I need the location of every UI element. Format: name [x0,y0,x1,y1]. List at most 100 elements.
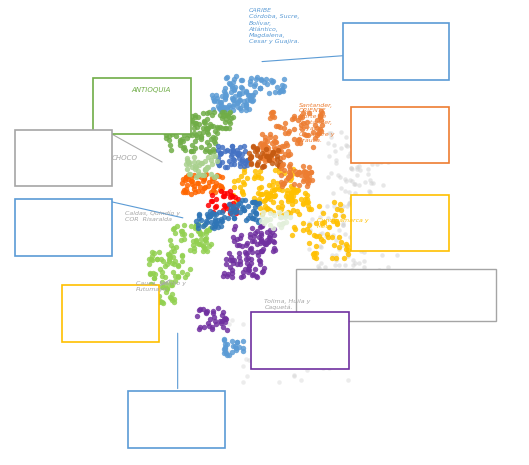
Point [275,185,284,192]
Point [217,217,225,224]
Point [270,226,279,233]
Point [314,130,322,137]
Point [195,231,204,238]
Point [366,176,374,184]
Point [356,167,364,174]
Point [220,345,228,352]
Point [286,171,294,178]
Point [203,307,212,315]
Point [190,224,199,232]
Point [168,281,176,289]
Point [368,160,376,168]
Point [308,216,316,223]
Point [266,221,275,229]
Point [253,145,261,153]
Point [341,230,349,237]
Point [280,142,289,149]
Point [224,80,233,87]
Point [260,162,268,170]
Point [316,113,325,120]
Point [204,319,212,327]
Text: 10%: 10% [471,298,488,306]
Point [186,266,195,273]
Point [177,227,185,234]
Point [148,286,157,293]
Point [239,203,248,211]
Point [260,219,268,227]
Point [205,148,214,155]
Point [293,171,302,178]
Point [257,155,266,162]
Point [277,147,285,155]
Point [305,164,314,171]
Point [277,206,286,213]
Point [204,183,213,190]
Point [388,244,396,252]
Point [333,270,341,278]
Point [183,134,191,142]
Point [264,193,272,200]
Point [307,169,315,176]
Point [243,174,251,181]
Point [286,213,294,220]
Point [261,146,270,153]
Point [205,226,214,234]
Text: Regulado:: Regulado: [70,329,108,338]
Point [227,191,235,199]
Point [290,224,298,231]
Point [230,183,238,190]
Point [207,209,216,217]
Point [211,140,220,147]
Point [244,254,252,262]
Text: Regulado:: Regulado: [359,239,398,247]
Point [229,103,238,110]
Point [332,252,341,259]
Point [238,90,246,97]
Point [371,128,380,135]
Point [276,124,284,131]
Point [221,202,230,209]
Point [384,219,392,227]
Point [293,171,301,178]
Text: Regulado:: Regulado: [135,435,174,444]
Point [349,256,357,264]
Point [194,167,202,174]
Point [358,268,366,275]
Point [235,250,244,257]
Point [261,155,269,162]
Point [151,297,159,304]
Point [255,184,263,192]
Point [246,81,254,88]
Point [215,159,224,166]
Point [332,217,340,224]
Point [193,239,202,246]
Point [194,225,203,232]
Point [153,255,161,263]
Point [285,209,294,217]
Point [217,143,226,151]
Point [251,266,260,273]
Point [214,216,223,224]
Point [260,140,268,148]
Point [199,128,208,136]
Point [269,209,278,216]
Point [268,108,276,115]
Point [227,152,235,159]
Point [240,248,249,255]
Point [236,199,244,206]
Point [317,286,325,294]
Point [206,224,215,232]
Point [168,260,177,267]
Point [206,120,214,127]
Point [195,211,203,219]
Point [199,247,207,254]
Point [226,109,235,116]
Point [258,211,266,218]
Point [281,218,290,226]
Point [262,237,271,244]
Point [276,213,284,221]
Text: 10%: 10% [471,283,488,292]
Point [209,313,218,320]
Point [265,193,273,200]
Point [343,248,352,255]
